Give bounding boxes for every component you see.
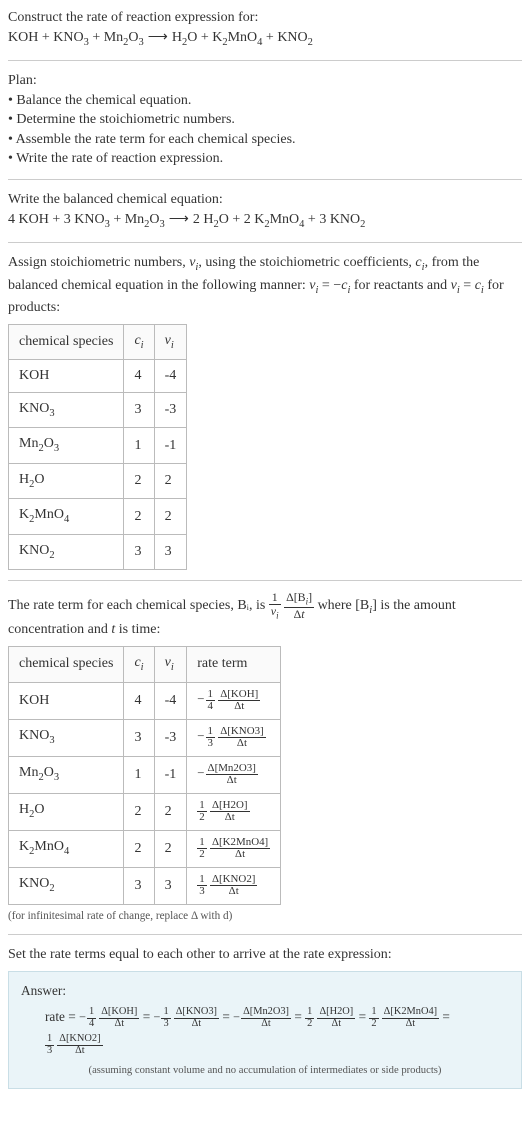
cell-species: H2O [9,793,124,830]
stoich-intro: Assign stoichiometric numbers, νi, using… [8,253,522,318]
divider [8,934,522,935]
table-row: KNO33-3−13 Δ[KNO3]Δt [9,719,281,756]
cell-c: 2 [124,830,154,867]
rate-term-section: The rate term for each chemical species,… [8,591,522,924]
plan-item: Determine the stoichiometric numbers. [8,110,522,130]
cell-c: 2 [124,463,154,498]
rate-intro: The rate term for each chemical species,… [8,591,522,640]
answer-note: (assuming constant volume and no accumul… [21,1064,509,1079]
cell-species: KNO2 [9,534,124,569]
col-nu: νi [154,324,187,359]
cell-nu: 2 [154,463,187,498]
col-nu: νi [154,647,187,682]
col-rate: rate term [187,647,281,682]
cell-species: KNO2 [9,867,124,904]
answer-label: Answer: [21,982,509,1001]
table-row: K2MnO42212 Δ[K2MnO4]Δt [9,830,281,867]
table-row: KNO233 [9,534,187,569]
cell-c: 2 [124,793,154,830]
cell-species: H2O [9,463,124,498]
cell-species: KOH [9,360,124,393]
col-species: chemical species [9,324,124,359]
table-row: KOH4-4 [9,360,187,393]
table-row: KNO33-3 [9,392,187,427]
plan-section: Plan: Balance the chemical equation. Det… [8,71,522,169]
cell-nu: -3 [154,392,187,427]
cell-c: 4 [124,682,154,719]
table-row: H2O2212 Δ[H2O]Δt [9,793,281,830]
cell-nu: -1 [154,428,187,463]
answer-equation: rate = −14 Δ[KOH]Δt = −13 Δ[KNO3]Δt = −Δ… [45,1004,509,1057]
plan-title: Plan: [8,71,522,91]
plan-item: Assemble the rate term for each chemical… [8,130,522,150]
cell-nu: -4 [154,360,187,393]
cell-rate-term: −14 Δ[KOH]Δt [187,682,281,719]
cell-rate-term: −13 Δ[KNO3]Δt [187,719,281,756]
table-row: KNO23313 Δ[KNO2]Δt [9,867,281,904]
divider [8,580,522,581]
table-header-row: chemical species ci νi rate term [9,647,281,682]
cell-c: 3 [124,392,154,427]
cell-nu: -3 [154,719,187,756]
balanced-section: Write the balanced chemical equation: 4 … [8,190,522,232]
cell-nu: 2 [154,793,187,830]
cell-c: 3 [124,867,154,904]
prompt-text: Construct the rate of reaction expressio… [8,8,522,28]
plan-item: Balance the chemical equation. [8,91,522,111]
plan-item: Write the rate of reaction expression. [8,149,522,169]
stoich-section: Assign stoichiometric numbers, νi, using… [8,253,522,570]
unbalanced-equation: KOH + KNO3 + Mn2O3⟶H2O + K2MnO4 + KNO2 [8,28,522,50]
cell-nu: 2 [154,830,187,867]
divider [8,179,522,180]
cell-rate-term: −Δ[Mn2O3]Δt [187,756,281,793]
col-species: chemical species [9,647,124,682]
cell-nu: 2 [154,499,187,534]
table-row: K2MnO422 [9,499,187,534]
balanced-title: Write the balanced chemical equation: [8,190,522,210]
cell-species: Mn2O3 [9,428,124,463]
cell-nu: -4 [154,682,187,719]
cell-rate-term: 12 Δ[K2MnO4]Δt [187,830,281,867]
cell-rate-term: 12 Δ[H2O]Δt [187,793,281,830]
cell-species: KOH [9,682,124,719]
cell-nu: 3 [154,867,187,904]
table-row: H2O22 [9,463,187,498]
col-c: ci [124,647,154,682]
rate-table-note: (for infinitesimal rate of change, repla… [8,909,522,925]
cell-species: Mn2O3 [9,756,124,793]
cell-c: 3 [124,534,154,569]
final-intro: Set the rate terms equal to each other t… [8,945,522,965]
table-header-row: chemical species ci νi [9,324,187,359]
cell-c: 1 [124,756,154,793]
final-section: Set the rate terms equal to each other t… [8,945,522,1089]
balanced-equation: 4 KOH + 3 KNO3 + Mn2O3⟶2 H2O + 2 K2MnO4 … [8,210,522,232]
plan-list: Balance the chemical equation. Determine… [8,91,522,169]
cell-c: 1 [124,428,154,463]
table-row: Mn2O31-1 [9,428,187,463]
divider [8,242,522,243]
rate-intro-a: The rate term for each chemical species,… [8,598,269,613]
rate-table: chemical species ci νi rate term KOH4-4−… [8,646,281,904]
cell-nu: 3 [154,534,187,569]
cell-nu: -1 [154,756,187,793]
cell-species: K2MnO4 [9,499,124,534]
cell-rate-term: 13 Δ[KNO2]Δt [187,867,281,904]
cell-c: 2 [124,499,154,534]
answer-box: Answer: rate = −14 Δ[KOH]Δt = −13 Δ[KNO3… [8,971,522,1090]
divider [8,60,522,61]
stoich-table: chemical species ci νi KOH4-4KNO33-3Mn2O… [8,324,187,571]
table-row: KOH4-4−14 Δ[KOH]Δt [9,682,281,719]
cell-species: KNO3 [9,392,124,427]
col-c: ci [124,324,154,359]
header: Construct the rate of reaction expressio… [8,8,522,50]
cell-c: 4 [124,360,154,393]
table-row: Mn2O31-1−Δ[Mn2O3]Δt [9,756,281,793]
cell-species: KNO3 [9,719,124,756]
cell-species: K2MnO4 [9,830,124,867]
cell-c: 3 [124,719,154,756]
